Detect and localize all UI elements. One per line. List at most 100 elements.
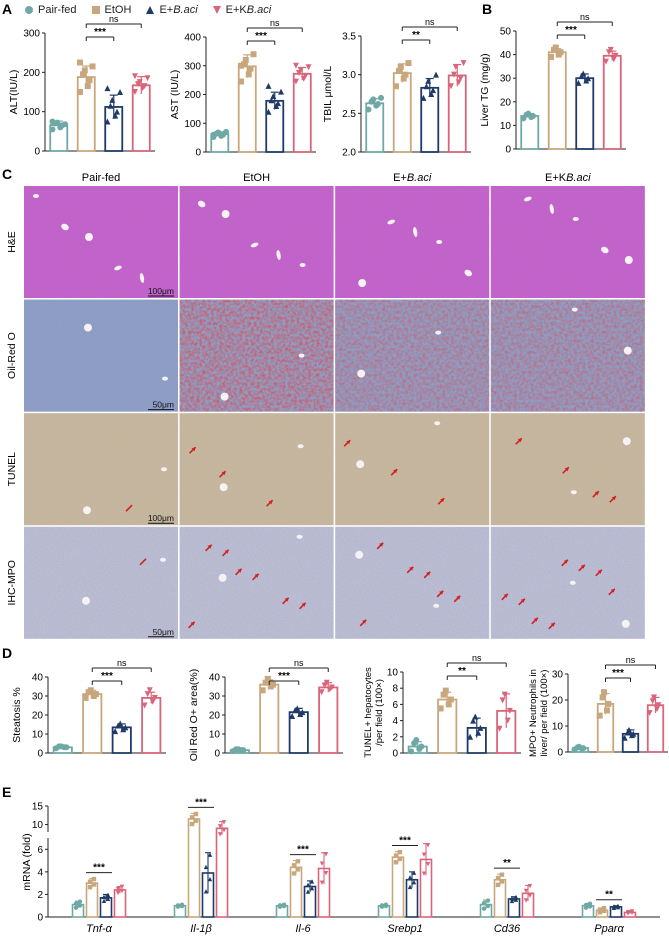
data-point [292, 78, 299, 85]
data-point [557, 49, 564, 56]
column-label: EtOH [243, 172, 270, 184]
legend-label: Pair-fed [38, 4, 77, 16]
red-arrow-head [517, 438, 522, 443]
data-point [309, 886, 315, 891]
vessel-lumen [83, 506, 91, 515]
vessel-lumen [523, 196, 532, 202]
y-tick-label: 20 [32, 711, 44, 722]
data-point [523, 898, 529, 903]
data-point [265, 108, 272, 115]
vessel-lumen [297, 444, 304, 449]
data-point [442, 687, 449, 694]
data-point [445, 701, 452, 708]
y-axis-label-line: Liver TG (mg/g) [479, 53, 491, 126]
y-axis-label-line: AST (IU/L) [169, 70, 181, 119]
data-point [295, 867, 301, 872]
column-label: E+B.aci [393, 172, 432, 184]
data-point [87, 687, 94, 694]
tile-texture [335, 526, 490, 639]
data-point [294, 705, 301, 712]
data-point [523, 888, 529, 894]
category-label: Il-6 [295, 923, 311, 935]
red-arrow-head [346, 440, 351, 445]
bar [602, 54, 622, 150]
y-axis-label: TBIL μmol/L [322, 66, 334, 123]
y-tick-label: 10 [209, 730, 221, 741]
column-label-italic: B.aci [407, 172, 432, 184]
y-tick-label: 10 [32, 730, 44, 741]
data-point [289, 712, 296, 719]
red-arrow-head [610, 588, 615, 593]
y-tick-label: 0 [392, 749, 398, 760]
data-point [242, 57, 249, 63]
data-point [506, 707, 513, 714]
significance-label: ns [472, 653, 482, 663]
y-tick-label: 0 [214, 749, 220, 760]
red-arrow-head [393, 469, 398, 474]
data-point [470, 717, 477, 724]
data-point [82, 694, 89, 701]
lipid-droplets [490, 299, 645, 412]
data-point [62, 121, 69, 128]
y-tick-label: 30 [552, 670, 564, 681]
vessel-lumen [435, 330, 442, 335]
category-label: Srebp1 [387, 923, 422, 935]
micrograph-tile: 100μm [24, 186, 178, 298]
red-arrow-head [597, 569, 602, 574]
red-arrow-head [456, 595, 461, 600]
data-point [612, 52, 619, 59]
vessel-lumen [33, 194, 39, 198]
data-point [203, 864, 209, 870]
micrograph-tile [335, 186, 490, 298]
vessel-lumen [160, 557, 166, 562]
data-point [149, 698, 156, 705]
data-point [433, 71, 440, 78]
legend-label-italic: B.aci [173, 4, 198, 16]
data-point [151, 694, 158, 701]
y-tick-label: 10 [32, 820, 44, 831]
vessel-lumen [436, 240, 443, 244]
significance-label: ns [294, 658, 304, 668]
tile-texture [24, 413, 178, 526]
bar [547, 51, 567, 150]
y-axis-label-line: /per field (100×) [374, 679, 385, 746]
data-point [54, 119, 61, 126]
data-point [136, 79, 143, 86]
bar [318, 686, 339, 754]
data-point [305, 889, 311, 894]
data-point [621, 734, 628, 741]
chart-tbil: 2.0 2.5 3.0 3.5 TBIL μmol/L ** ns [322, 17, 471, 159]
data-point [297, 67, 304, 74]
red-arrow-head [254, 573, 259, 578]
chart-alt: 0 100 200 300 ALT(IU/L) ***ns [8, 14, 155, 158]
data-point [179, 902, 185, 907]
significance-label: *** [93, 863, 105, 874]
data-point [81, 67, 88, 74]
y-tick-label: 2.5 [342, 109, 356, 120]
data-point [475, 729, 482, 736]
data-point [268, 97, 275, 104]
data-point [587, 901, 593, 906]
micrograph-tile [179, 413, 334, 526]
micrograph-tile [179, 299, 334, 412]
data-point [513, 897, 519, 902]
data-point [77, 899, 83, 904]
data-point [499, 879, 505, 884]
data-point [323, 871, 329, 876]
data-point [73, 905, 79, 910]
legend-label: EtOH [104, 4, 132, 16]
red-arrow-head [379, 542, 384, 547]
y-tick-label: 40 [500, 50, 512, 61]
data-point [496, 725, 503, 732]
red-arrow-head [503, 593, 508, 598]
data-point [425, 861, 431, 867]
red-arrow-head [191, 447, 196, 452]
data-point [370, 96, 377, 103]
significance-label: *** [565, 25, 577, 36]
data-point [117, 720, 124, 727]
vessel-lumen [434, 421, 441, 426]
data-point [237, 78, 244, 85]
data-point [292, 62, 299, 69]
